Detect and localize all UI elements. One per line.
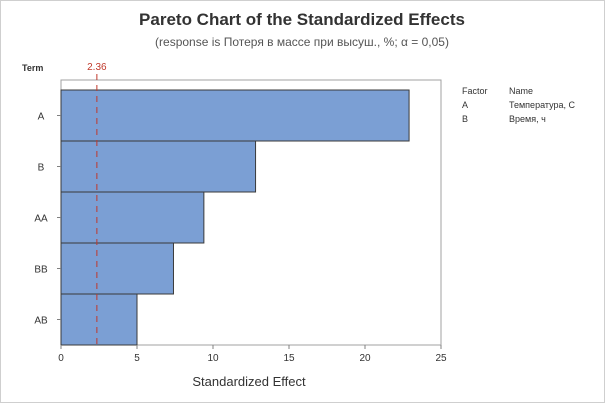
legend-header-name: Name xyxy=(509,86,533,96)
x-axis-label: Standardized Effect xyxy=(192,374,306,389)
legend: Factor Name A Температура, С B Время, ч xyxy=(462,86,576,124)
y-tick-label-bb: BB xyxy=(34,265,48,276)
y-tick-label-b: B xyxy=(38,163,45,174)
bar-aa xyxy=(60,191,205,244)
legend-factor-b: B xyxy=(462,114,468,124)
x-tick-label-5: 5 xyxy=(134,353,140,364)
y-tick-label-ab: AB xyxy=(34,316,48,327)
x-tick-label-0: 0 xyxy=(58,353,64,364)
legend-name-a: Температура, С xyxy=(509,100,576,110)
chart-title: Pareto Chart of the Standardized Effects xyxy=(139,10,465,29)
y-axis-label: Term xyxy=(22,63,43,73)
x-tick-label-15: 15 xyxy=(283,353,295,364)
bar-a xyxy=(60,89,410,142)
x-tick-label-25: 25 xyxy=(435,353,447,364)
bar-bb xyxy=(60,242,174,295)
x-tick-label-20: 20 xyxy=(359,353,371,364)
chart-subtitle: (response is Потеря в массе при высуш., … xyxy=(155,35,449,49)
y-tick-label-aa: AA xyxy=(34,214,48,225)
legend-name-b: Время, ч xyxy=(509,114,546,124)
legend-factor-a: A xyxy=(462,100,468,110)
bar-ab xyxy=(60,293,138,346)
legend-header-factor: Factor xyxy=(462,86,488,96)
x-tick-label-10: 10 xyxy=(207,353,219,364)
reference-line-label: 2.36 xyxy=(87,62,107,73)
bar-b xyxy=(60,140,257,193)
y-tick-label-a: A xyxy=(38,112,45,123)
